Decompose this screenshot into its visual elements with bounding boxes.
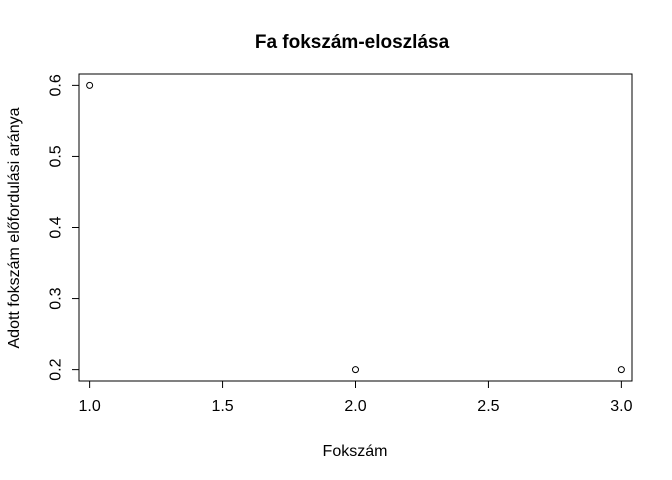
x-tick-label: 1.5 bbox=[211, 398, 233, 415]
y-tick-label: 0.4 bbox=[48, 216, 65, 238]
data-point bbox=[617, 366, 625, 374]
x-tick-label: 3.0 bbox=[610, 398, 632, 415]
data-points bbox=[86, 81, 625, 374]
x-tick-label: 1.0 bbox=[79, 398, 101, 415]
y-tick-label: 0.3 bbox=[48, 287, 65, 309]
data-point bbox=[86, 81, 94, 89]
x-tick-label: 2.5 bbox=[477, 398, 499, 415]
y-tick-label: 0.2 bbox=[48, 358, 65, 380]
chart-title: Fa fokszám-eloszlása bbox=[255, 32, 450, 53]
y-axis-label: Adott fokszám előfordulási aránya bbox=[6, 107, 23, 348]
plot-frame bbox=[78, 73, 633, 382]
y-tick-label: 0.6 bbox=[48, 74, 65, 96]
y-axis: 0.2 0.3 0.4 0.5 0.6 bbox=[48, 74, 80, 381]
data-point bbox=[352, 366, 359, 374]
x-tick-label: 2.0 bbox=[344, 398, 366, 415]
x-axis-label: Fokszám bbox=[323, 443, 388, 460]
x-axis: 1.0 1.5 2.0 2.5 3.0 bbox=[79, 380, 633, 415]
y-tick-label: 0.5 bbox=[48, 145, 65, 167]
